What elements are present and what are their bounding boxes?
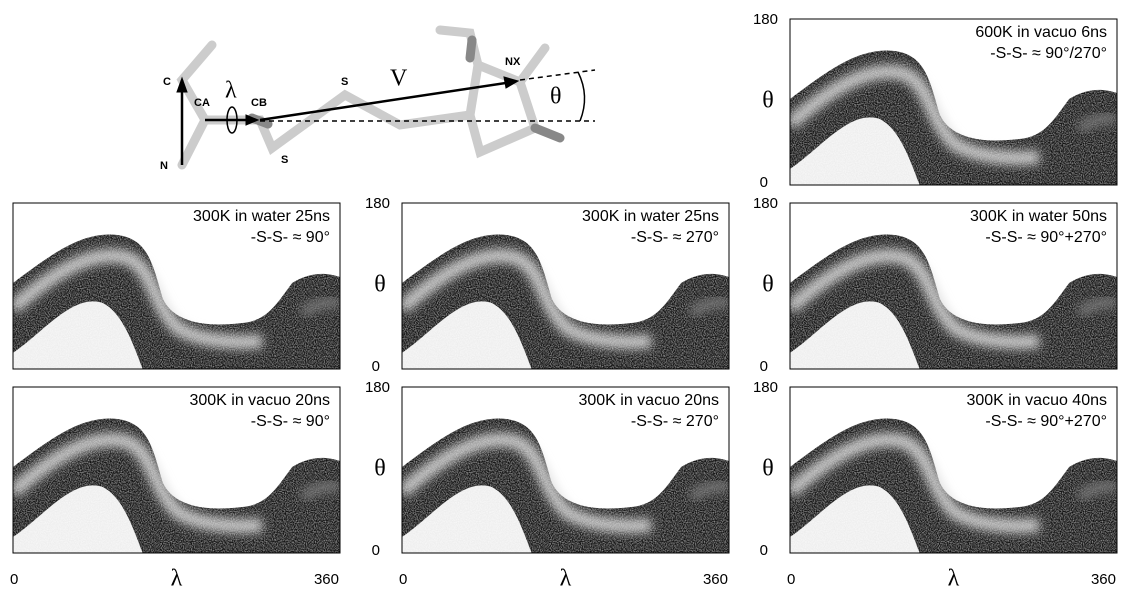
- x-axis-label: λ: [171, 566, 183, 592]
- y-tick-label: 0: [760, 358, 768, 375]
- density-panel: 300K in water 25ns -S-S- ≈ 90°: [12, 202, 341, 370]
- density-panel: 300K in water 25ns -S-S- ≈ 270° 180 0 θ: [365, 195, 730, 375]
- x-axis-label: λ: [560, 566, 572, 592]
- density-panel: 300K in water 50ns -S-S- ≈ 90°+270° 180 0 θ: [753, 195, 1118, 375]
- theta-symbol: θ: [550, 84, 562, 110]
- density-panel: 600K in vacuo 6ns -S-S- ≈ 90°/270° 180 0 θ: [753, 11, 1118, 191]
- y-axis-label: θ: [374, 456, 386, 482]
- y-axis-label: θ: [762, 88, 774, 114]
- atom-label: CB: [251, 97, 267, 109]
- density-panel: 300K in vacuo 20ns -S-S- ≈ 270° 180 0 θ: [365, 379, 730, 559]
- panel-subtitle: -S-S- ≈ 90°: [251, 229, 330, 246]
- density-map: [402, 203, 729, 369]
- density-map: [13, 387, 340, 553]
- density-map: [790, 203, 1117, 369]
- panel-subtitle: -S-S- ≈ 90°+270°: [985, 229, 1107, 246]
- panel-frame: [12, 386, 341, 554]
- x-tick-label: 0: [399, 571, 407, 588]
- y-tick-label: 180: [753, 195, 778, 212]
- lambda-symbol: λ: [225, 78, 237, 104]
- atom-label: NX: [505, 56, 521, 68]
- x-tick-label: 360: [314, 571, 339, 588]
- panel-title: 300K in water 25ns: [193, 208, 330, 225]
- vector-symbol: V: [390, 66, 408, 92]
- x-tick-label: 0: [10, 571, 18, 588]
- panel-subtitle: -S-S- ≈ 270°: [631, 413, 719, 430]
- density-map: [790, 19, 1117, 185]
- atom-label: N: [160, 160, 168, 172]
- panel-frame: [401, 386, 730, 554]
- density-map: [13, 203, 340, 369]
- atom-label: CA: [194, 97, 210, 109]
- panel-frame: [401, 202, 730, 370]
- molecule-diagram: [176, 25, 565, 170]
- panel-subtitle: -S-S- ≈ 90°/270°: [990, 45, 1107, 62]
- panel-frame: [789, 386, 1118, 554]
- panel-title: 300K in vacuo 20ns: [189, 392, 330, 409]
- panel-title: 300K in vacuo 40ns: [966, 392, 1107, 409]
- y-tick-label: 180: [753, 379, 778, 396]
- density-panel: 300K in vacuo 40ns -S-S- ≈ 90°+270° 180 0 θ: [753, 379, 1118, 559]
- atom-label: S: [341, 76, 348, 88]
- panel-frame: [789, 18, 1118, 186]
- y-tick-label: 0: [372, 542, 380, 559]
- panel-title: 300K in water 25ns: [582, 208, 719, 225]
- panel-subtitle: -S-S- ≈ 90°: [251, 413, 330, 430]
- y-tick-label: 0: [372, 358, 380, 375]
- diagram-lines: [176, 69, 596, 165]
- panel-subtitle: -S-S- ≈ 270°: [631, 229, 719, 246]
- density-map: [790, 387, 1117, 553]
- y-tick-label: 0: [760, 542, 768, 559]
- atom-label: S: [281, 154, 288, 166]
- panel-title: 300K in water 50ns: [970, 208, 1107, 225]
- density-panel: 300K in vacuo 20ns -S-S- ≈ 90°: [12, 386, 341, 554]
- y-axis-label: θ: [374, 272, 386, 298]
- panel-title: 600K in vacuo 6ns: [975, 24, 1107, 41]
- panel-subtitle: -S-S- ≈ 90°+270°: [985, 413, 1107, 430]
- x-tick-label: 360: [703, 571, 728, 588]
- panel-frame: [12, 202, 341, 370]
- panel-frame: [789, 202, 1118, 370]
- y-tick-label: 180: [365, 379, 390, 396]
- y-axis-label: θ: [762, 272, 774, 298]
- density-map: [402, 387, 729, 553]
- panels: 600K in vacuo 6ns-S-S- ≈ 90°/270°1800θ30…: [10, 11, 1118, 592]
- y-tick-label: 180: [753, 11, 778, 28]
- x-tick-label: 360: [1091, 571, 1116, 588]
- x-tick-label: 0: [787, 571, 795, 588]
- x-axis-label: λ: [948, 566, 960, 592]
- y-tick-label: 0: [760, 174, 768, 191]
- panel-title: 300K in vacuo 20ns: [578, 392, 719, 409]
- y-axis-label: θ: [762, 456, 774, 482]
- atom-label: C: [163, 76, 171, 88]
- y-tick-label: 180: [365, 195, 390, 212]
